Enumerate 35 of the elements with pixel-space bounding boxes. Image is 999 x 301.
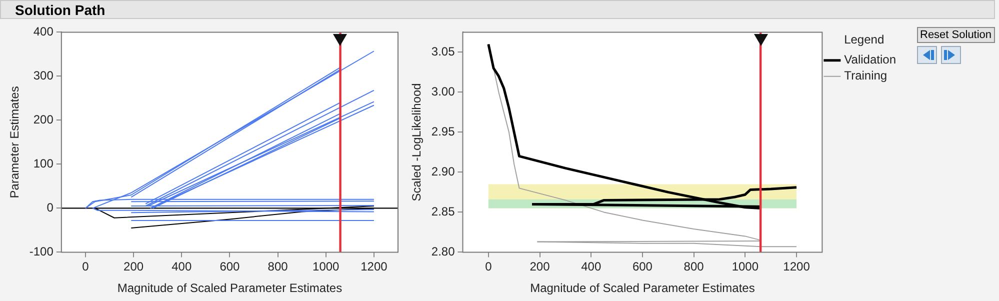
x-tick-label: 400	[172, 260, 192, 274]
x-tick-label: 200	[530, 260, 550, 274]
x-tick-label: 1000	[312, 260, 340, 274]
legend-label: Training	[844, 68, 888, 83]
x-axis-title: Magnitude of Scaled Parameter Estimates	[117, 281, 342, 296]
x-tick-label: 1200	[360, 260, 388, 274]
y-tick-label: 300	[33, 68, 54, 83]
x-tick-label: 1000	[732, 260, 759, 274]
x-tick-label: 1200	[783, 260, 810, 274]
y-tick-label: 200	[33, 112, 54, 127]
legend-title: Legend	[844, 32, 884, 46]
y-tick-label: 2.90	[431, 164, 456, 179]
x-tick-label: 0	[485, 260, 492, 274]
y-tick-label: -100	[29, 244, 54, 259]
y-tick-label: 2.85	[431, 204, 456, 219]
chart-title: Solution Path	[0, 0, 995, 19]
y-tick-label: 3.05	[431, 44, 456, 59]
y-tick-label: 2.95	[431, 124, 456, 139]
y-tick-label: 3.00	[431, 84, 456, 99]
y-tick-label: 2.80	[431, 244, 456, 259]
y-tick-label: 100	[33, 156, 54, 171]
x-tick-label: 400	[581, 260, 602, 274]
x-tick-label: 0	[82, 260, 90, 274]
y-tick-label: 400	[33, 24, 54, 39]
y-axis-title: Scaled -LogLikelihood	[410, 83, 424, 202]
legend-label: Validation	[844, 52, 896, 67]
x-tick-label: 800	[268, 260, 288, 274]
x-tick-label: 600	[220, 260, 240, 274]
x-tick-label: 600	[632, 260, 653, 274]
x-axis-title: Magnitude of Scaled Parameter Estimates	[530, 281, 755, 296]
x-tick-label: 800	[684, 260, 704, 274]
x-tick-label: 200	[124, 260, 144, 274]
y-tick-label: 0	[46, 200, 54, 215]
text: Reset Solution	[917, 27, 995, 43]
y-axis-title: Parameter Estimates	[8, 86, 22, 198]
